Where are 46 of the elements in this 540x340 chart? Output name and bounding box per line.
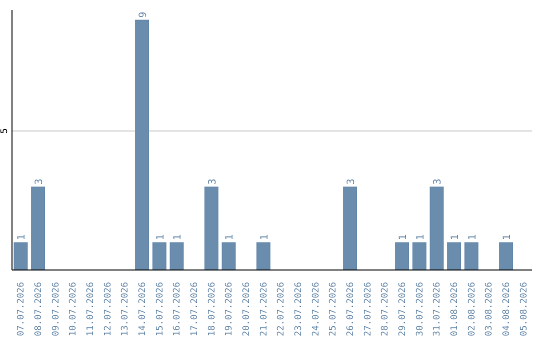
- data-label: 3: [207, 178, 218, 185]
- x-tick-label: 07.07.2026: [16, 282, 27, 336]
- x-tick-label: 08.07.2026: [34, 282, 44, 336]
- data-label: 3: [432, 178, 444, 185]
- data-label: 1: [259, 234, 270, 240]
- x-tick-label: 27.07.2026: [363, 282, 374, 336]
- x-tick-label: 30.07.2026: [415, 282, 426, 336]
- x-tick-label: 13.07.2026: [120, 282, 131, 336]
- data-label: 1: [467, 234, 478, 240]
- data-label: 1: [398, 234, 410, 240]
- x-tick-label: 28.07.2026: [380, 282, 391, 336]
- x-tick-label: 12.07.2026: [103, 282, 114, 336]
- x-tick-label: 14.07.2026: [138, 282, 148, 336]
- x-tick-label: 26.07.2026: [346, 282, 356, 336]
- data-label: 9: [138, 12, 150, 18]
- x-tick-label: 19.07.2026: [224, 282, 235, 336]
- x-tick-label: 17.07.2026: [190, 282, 200, 336]
- y-tick-label: 5: [0, 128, 10, 134]
- data-label: 3: [34, 178, 46, 185]
- x-tick-label: 04.08.2026: [502, 282, 512, 336]
- data-label: 1: [155, 234, 166, 240]
- x-tick-label: 05.08.2026: [519, 282, 530, 336]
- x-tick-label: 29.07.2026: [398, 282, 408, 336]
- data-label: 1: [415, 234, 426, 240]
- data-label: 1: [502, 234, 514, 240]
- x-tick-label: 24.07.2026: [311, 282, 322, 336]
- data-label: 3: [346, 178, 358, 185]
- x-tick-label: 10.07.2026: [68, 282, 79, 336]
- x-tick-label: 21.07.2026: [259, 282, 270, 336]
- x-tick-label: 23.07.2026: [294, 282, 304, 336]
- x-tick-label: 18.07.2026: [207, 282, 218, 336]
- data-label: 1: [450, 234, 462, 240]
- x-tick-label: 01.08.2026: [450, 282, 460, 336]
- x-tick-label: 11.07.2026: [86, 282, 96, 336]
- data-label: 1: [16, 234, 28, 240]
- x-tick-label: 15.07.2026: [155, 282, 166, 336]
- data-label: 1: [172, 234, 184, 240]
- x-tick-label: 25.07.2026: [328, 282, 339, 336]
- x-tick-label: 09.07.2026: [51, 282, 62, 336]
- x-tick-label: 03.08.2026: [484, 282, 495, 336]
- data-label: 1: [224, 234, 236, 240]
- x-tick-label: 02.08.2026: [467, 282, 478, 336]
- x-tick-label: 16.07.2026: [172, 282, 183, 336]
- x-tick-label: 20.07.2026: [242, 282, 252, 336]
- x-tick-label: 22.07.2026: [276, 282, 287, 336]
- x-tick-label: 31.07.2026: [432, 282, 443, 336]
